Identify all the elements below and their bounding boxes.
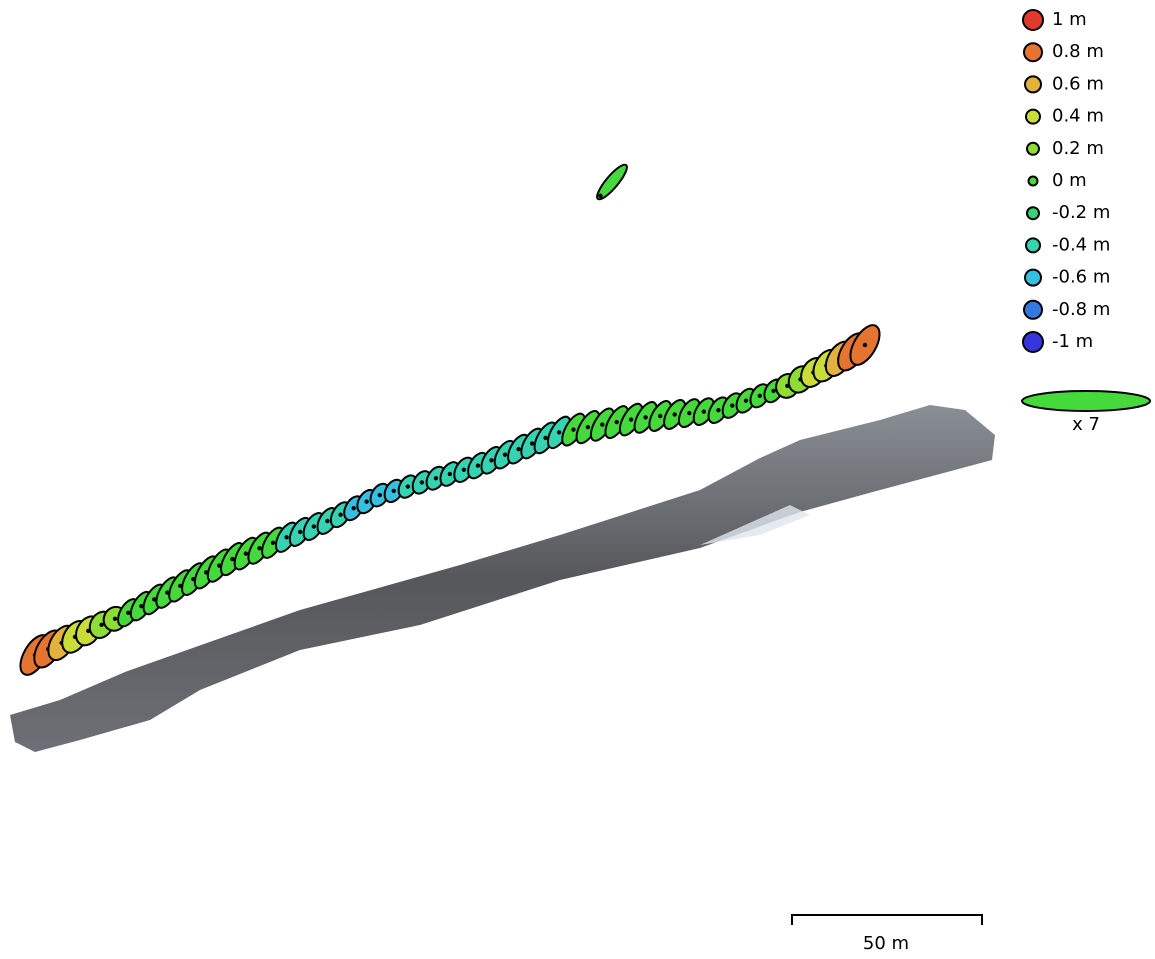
legend-marker	[1023, 10, 1043, 30]
legend-label: 1 m	[1052, 9, 1087, 30]
scale-bar-label: 50 m	[863, 933, 909, 954]
legend-marker	[1024, 301, 1042, 319]
legend-marker	[1027, 207, 1039, 219]
legend-label: -1 m	[1052, 331, 1093, 352]
scale-factor-label: x 7	[1072, 414, 1100, 435]
legend: 1 m 0.8 m 0.6 m 0.4 m 0.2 m 0 m -0.2 m -0.4 m -0…	[1023, 9, 1110, 352]
legend-marker	[1026, 238, 1040, 252]
legend-marker	[1027, 143, 1039, 155]
camera	[593, 161, 630, 202]
legend-marker	[1025, 76, 1041, 92]
legend-marker	[1024, 43, 1042, 61]
legend-marker	[1025, 270, 1041, 286]
legend-label: 0.6 m	[1052, 73, 1104, 94]
legend-marker	[1023, 332, 1043, 352]
legend-label: 0.8 m	[1052, 41, 1104, 62]
legend-label: 0.4 m	[1052, 106, 1104, 127]
legend-label: 0.2 m	[1052, 138, 1104, 159]
legend-label: -0.4 m	[1052, 234, 1110, 255]
legend-marker	[1026, 110, 1040, 124]
camera-locations-map: 1 m 0.8 m 0.6 m 0.4 m 0.2 m 0 m -0.2 m -0.4 m -0…	[0, 0, 1155, 959]
legend-label: -0.2 m	[1052, 202, 1110, 223]
legend-label: 0 m	[1052, 170, 1087, 191]
scale-ellipse	[1022, 391, 1150, 411]
scale-bar	[792, 915, 982, 925]
legend-label: -0.8 m	[1052, 299, 1110, 320]
legend-marker	[1029, 177, 1038, 186]
legend-label: -0.6 m	[1052, 267, 1110, 288]
